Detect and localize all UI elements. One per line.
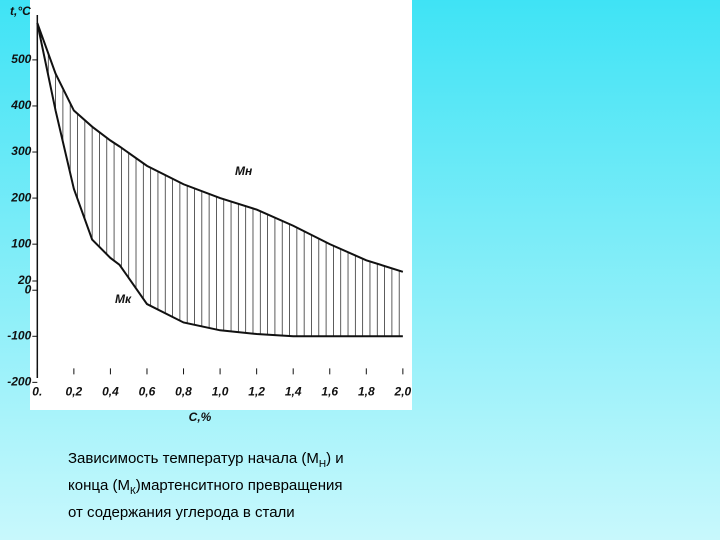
caption: Зависимость температур начала (MН) и конц… (68, 448, 344, 523)
x-tick-label: 1,2 (248, 385, 265, 399)
legend-label: Mн (235, 164, 253, 178)
x-tick-label: 0,4 (102, 385, 119, 399)
x-tick-label: 1,6 (321, 385, 338, 399)
x-tick-label: 2,0 (394, 385, 412, 399)
caption-sub: К (129, 486, 136, 497)
y-axis-label: t,°C (10, 4, 31, 18)
series-line (36, 22, 404, 273)
y-tick-label: 400 (10, 98, 31, 112)
y-tick-label: -100 (7, 328, 31, 342)
x-tick-label: 0,2 (66, 385, 83, 399)
chart-background (30, 0, 412, 410)
y-tick-label: 100 (11, 236, 31, 250)
series-line (36, 22, 403, 338)
y-tick-label: 200 (10, 190, 31, 204)
caption-text: ) и (326, 450, 344, 467)
caption-text: конца (M (68, 477, 130, 494)
y-tick-label: 300 (11, 144, 31, 158)
y-tick-label: 500 (11, 52, 31, 66)
x-tick-label: 1,4 (285, 385, 302, 399)
legend-label: Mк (115, 292, 132, 306)
y-tick-label: 0 (25, 282, 32, 296)
x-tick-label: 0. (32, 385, 42, 399)
x-tick-label: 0,8 (175, 385, 192, 399)
x-axis-label: C,% (189, 410, 212, 424)
caption-text: )мартенситного превращения (135, 477, 343, 494)
x-tick-label: 0,6 (139, 385, 156, 399)
caption-text: Зависимость температур начала (M (68, 450, 319, 467)
y-tick-label: 20 (17, 273, 32, 287)
y-tick-label: -200 (7, 375, 31, 389)
x-tick-label: 1,0 (212, 385, 229, 399)
x-tick-label: 1,8 (358, 385, 375, 399)
caption-sub: Н (318, 459, 327, 470)
caption-text: от содержания углерода в стали (68, 504, 295, 521)
